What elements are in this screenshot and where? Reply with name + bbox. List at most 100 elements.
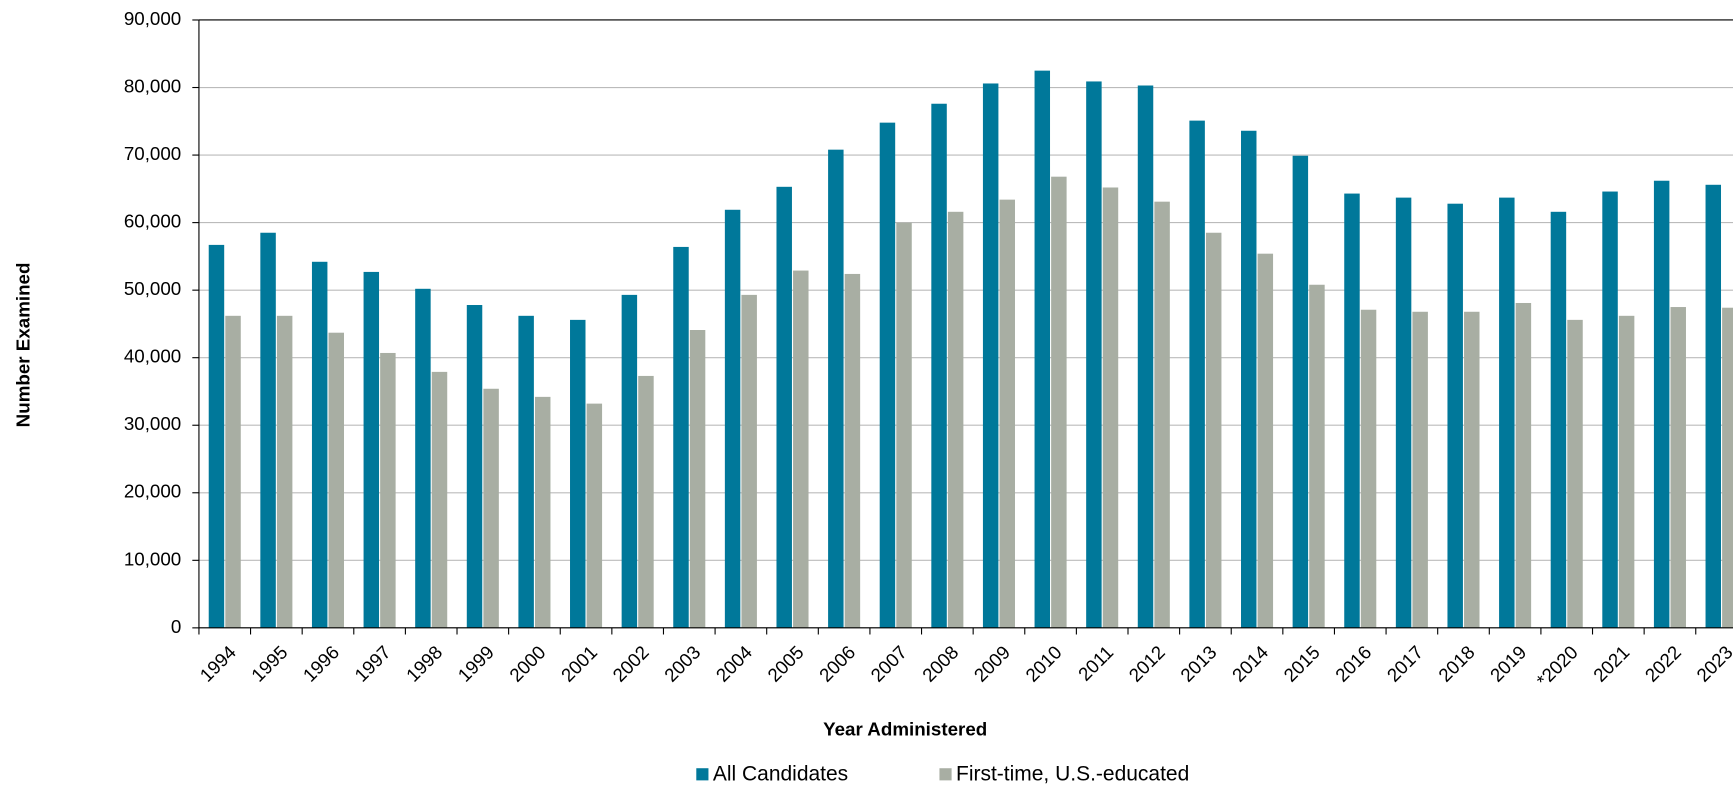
bar [518,315,534,628]
bar [1360,309,1377,628]
bar [828,149,844,628]
bar [879,122,896,628]
x-axis-title: Year Administered [823,719,987,740]
bar [1412,311,1428,628]
x-tick-label: 2018 [1434,641,1478,685]
bar [328,332,345,628]
bar [1447,203,1463,628]
bar [380,352,396,628]
x-tick-label: 1995 [247,641,291,685]
bar [1653,180,1670,628]
x-tick-label: 1997 [350,641,394,685]
bar [1567,319,1583,628]
x-tick-label: 2014 [1228,641,1272,685]
bar [689,330,706,628]
bar [1034,70,1051,628]
bar [793,270,809,628]
bar [415,288,431,628]
bar [982,83,999,628]
y-tick-label: 70,000 [124,143,181,164]
bar [483,388,499,628]
y-tick-label: 50,000 [124,278,181,299]
x-tick-label: 1996 [299,641,343,685]
bar [1189,120,1205,628]
bar [311,261,328,628]
x-tick-label: 2000 [505,641,549,685]
y-tick-label: 90,000 [124,8,181,29]
bar [1464,311,1480,628]
x-tick-label: 2009 [970,641,1014,685]
bar [1309,284,1325,628]
bar [1086,81,1102,628]
x-tick-label: 2015 [1279,641,1323,685]
bar [1137,85,1154,628]
legend-swatch [939,768,952,781]
y-axis-title: Number Examined [12,263,33,428]
bar [1205,232,1222,628]
legend-label: First-time, U.S.-educated [956,762,1189,785]
x-tick-label: 2005 [763,641,807,685]
bar [999,199,1015,628]
bar [1154,201,1170,628]
x-tick-label: 2021 [1589,641,1633,685]
bar [1051,176,1067,628]
x-tick-label: 2001 [557,641,601,685]
bar [276,315,293,628]
bar [1344,193,1360,628]
y-tick-label: 20,000 [124,481,181,502]
bar [741,294,757,628]
bar [673,246,689,628]
bar [621,294,638,628]
x-tick-label: 2019 [1486,641,1530,685]
x-tick-label: 2004 [712,641,756,685]
x-tick-label: 2003 [660,641,704,685]
bar [1515,302,1532,628]
x-tick-label: 2011 [1074,641,1117,684]
bar [724,209,741,628]
bar [363,271,380,628]
x-tick-label: 2006 [815,641,859,685]
bar [776,186,792,628]
y-tick-label: 80,000 [124,75,181,96]
bar [1241,130,1257,628]
x-tick-label: 2016 [1331,641,1375,685]
x-tick-label: 1999 [454,641,498,685]
bar [1670,307,1686,628]
y-tick-label: 40,000 [124,346,181,367]
bar [1257,253,1274,628]
y-tick-label: 30,000 [124,413,181,434]
y-tick-label: 10,000 [124,548,181,569]
x-tick-label: 2002 [608,641,652,685]
x-tick-label: 2010 [1021,641,1065,685]
y-tick-label: 0 [171,616,181,637]
bar [931,103,947,628]
x-tick-label: 2013 [1176,641,1220,685]
bar [1705,184,1722,628]
bar [570,319,586,628]
bar [1102,187,1119,628]
bar [1550,211,1567,628]
x-tick-label: 1994 [196,641,240,685]
legend-swatch [696,768,709,781]
bar [638,375,654,628]
bar [534,396,551,628]
x-tick-label: 2012 [1125,641,1169,685]
bar [1722,307,1733,628]
x-tick-label: 1998 [402,641,446,685]
bar [844,273,861,628]
bar [208,244,225,628]
x-tick-label: *2020 [1532,641,1582,691]
bar [586,403,603,628]
y-tick-label: 60,000 [124,211,181,232]
bar [1395,197,1412,628]
bar [1618,315,1635,628]
bar [466,305,483,628]
legend-label: All Candidates [713,762,848,785]
bar [225,315,241,628]
bar [947,211,964,628]
bar [431,371,448,628]
bar [1602,191,1618,628]
bar [260,232,276,628]
